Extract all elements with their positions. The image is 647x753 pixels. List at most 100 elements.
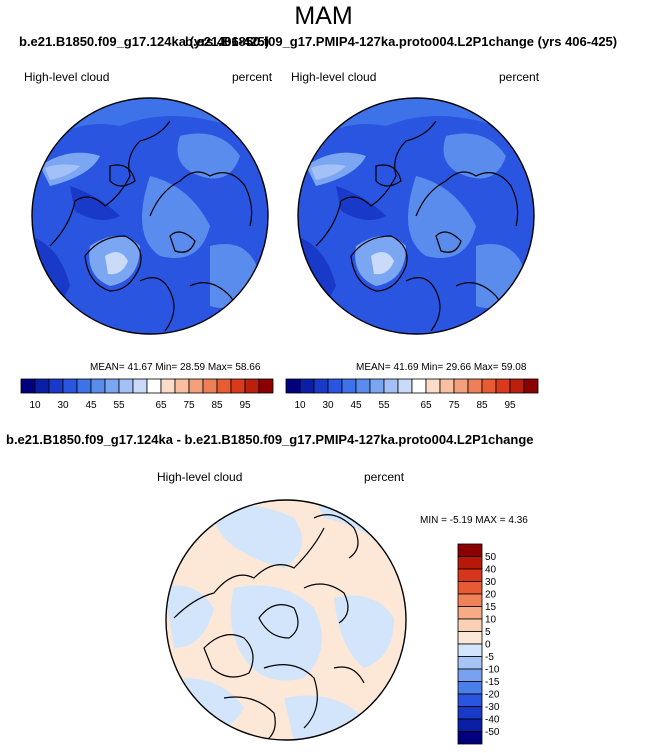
panel1-colorbar-swatch (34, 378, 50, 394)
panel1-colorbar-swatch (244, 378, 260, 394)
panel2-colorbar-swatch (397, 378, 413, 394)
panel2-colorbar-swatch (523, 378, 539, 394)
panel2-colorbar-swatch (285, 378, 301, 394)
panel3-colorbar-tick-label: -40 (485, 715, 500, 726)
panel1-variable-label: High-level cloud (24, 70, 110, 84)
panel3-colorbar-swatch (457, 556, 483, 570)
panel2-colorbar-swatch (383, 378, 399, 394)
panel2-colorbar-swatch (327, 378, 343, 394)
panel2-colorbar-tick-label: 55 (378, 400, 390, 411)
panel3-colorbar-tick-label: -5 (485, 652, 494, 663)
panel3-colorbar-tick-label: -50 (485, 727, 500, 738)
panel1-colorbar-tick-label: 10 (29, 400, 41, 411)
panel2-colorbar: 10 30 45 55 65 75 85 95 (285, 378, 539, 411)
panel2-colorbar-tick-label: 10 (294, 400, 306, 411)
panel1-colorbar-swatch (118, 378, 134, 394)
panel2-colorbar-swatch (439, 378, 455, 394)
panel1-colorbar-swatch (174, 378, 190, 394)
panel1-units-label: percent (232, 70, 273, 84)
panel3-colorbar-tick-label: 20 (485, 590, 497, 601)
panel1-colorbar-tick-label: 55 (113, 400, 125, 411)
panel1-colorbar-swatch (146, 378, 162, 394)
panel1-colorbar-swatch (90, 378, 106, 394)
panel1-colorbar-swatch (216, 378, 232, 394)
panel1-colorbar-swatch (160, 378, 176, 394)
panel1-colorbar-swatch (20, 378, 36, 394)
panel2-colorbar-swatch (425, 378, 441, 394)
panel3-colorbar-tick-label: -20 (485, 690, 500, 701)
panel3-colorbar-tick-label: 10 (485, 615, 497, 626)
panel2-polar-map (297, 97, 535, 335)
panel1-case-title: b.e21.B1850.f09_g17.124ka (yrs 406-425) (19, 34, 270, 49)
panel1-colorbar-swatch (132, 378, 148, 394)
panel1-colorbar-swatch (48, 378, 64, 394)
panel3-colorbar-tick-label: 0 (485, 640, 491, 651)
panel1-colorbar-swatch (258, 378, 274, 394)
panel1-colorbar-swatch (104, 378, 120, 394)
panel1-polar-map (31, 97, 269, 335)
panel3-colorbar-swatch (457, 593, 483, 607)
panel2-colorbar-swatch (411, 378, 427, 394)
panel2-colorbar-swatch (341, 378, 357, 394)
panel2-colorbar-swatch (495, 378, 511, 394)
panel2-colorbar-swatch (481, 378, 497, 394)
panel3-colorbar-swatch (457, 668, 483, 682)
panel3-polar-map (165, 499, 407, 741)
panel2-colorbar-tick-label: 45 (350, 400, 362, 411)
panel1-colorbar-tick-label: 45 (85, 400, 97, 411)
panel3-variable-label: High-level cloud (157, 470, 243, 484)
panel3-colorbar-swatch (457, 543, 483, 557)
panel2-colorbar-swatch (509, 378, 525, 394)
panel3-colorbar-tick-label: 5 (485, 627, 491, 638)
panel3-case-title: b.e21.B1850.f09_g17.124ka - b.e21.B1850.… (6, 432, 534, 447)
panel3-colorbar-swatch (457, 656, 483, 670)
panel3-colorbar-swatch (457, 681, 483, 695)
figure-title: MAM (294, 2, 353, 30)
panel3-colorbar-tick-label: -15 (485, 677, 500, 688)
panel1-colorbar-tick-label: 30 (57, 400, 69, 411)
panel3-colorbar-swatch (457, 706, 483, 720)
panel2-colorbar-tick-label: 85 (476, 400, 488, 411)
panel3-colorbar-tick-label: 40 (485, 565, 497, 576)
panel2-colorbar-tick-label: 65 (420, 400, 432, 411)
panel2-case-title: b.e21.B1850.f09_g17.PMIP4-127ka.proto004… (185, 34, 618, 49)
panel3-colorbar-swatch (457, 731, 483, 745)
panel1-colorbar-swatch (76, 378, 92, 394)
panel2-colorbar-tick-label: 95 (504, 400, 516, 411)
panel2-colorbar-swatch (299, 378, 315, 394)
panel1-colorbar-tick-label: 85 (211, 400, 223, 411)
panel3-colorbar-swatch (457, 618, 483, 632)
panel2-stats: MEAN= 41.69 Min= 29.66 Max= 59.08 (356, 362, 527, 373)
panel2-colorbar-swatch (453, 378, 469, 394)
panel3-colorbar-swatch (457, 606, 483, 620)
panel1-colorbar-tick-label: 75 (183, 400, 195, 411)
panel3-stats: MIN = -5.19 MAX = 4.36 (420, 515, 528, 526)
panel3-colorbar-tick-label: 50 (485, 552, 497, 563)
panel1-colorbar-swatch (202, 378, 218, 394)
panel2-colorbar-swatch (467, 378, 483, 394)
panel3-colorbar-swatch (457, 581, 483, 595)
panel1-colorbar-swatch (230, 378, 246, 394)
panel2-colorbar-tick-label: 30 (322, 400, 334, 411)
panel3-colorbar-tick-label: -10 (485, 665, 500, 676)
panel3-colorbar-swatch (457, 693, 483, 707)
panel2-units-label: percent (499, 70, 540, 84)
panel2-colorbar-tick-label: 75 (448, 400, 460, 411)
panel1-colorbar-tick-label: 65 (155, 400, 167, 411)
panel3-colorbar-swatch (457, 643, 483, 657)
panel1-colorbar-swatch (188, 378, 204, 394)
panel3-colorbar-tick-label: -30 (485, 702, 500, 713)
panel2-colorbar-swatch (369, 378, 385, 394)
panel1-colorbar-tick-label: 95 (239, 400, 251, 411)
panel1-colorbar-swatch (62, 378, 78, 394)
panel3-colorbar-tick-label: 15 (485, 602, 497, 613)
panel1-stats: MEAN= 41.67 Min= 28.59 Max= 58.66 (90, 362, 261, 373)
panel3-colorbar-swatch (457, 631, 483, 645)
panel2-colorbar-swatch (313, 378, 329, 394)
panel3-colorbar-swatch (457, 718, 483, 732)
panel2-colorbar-swatch (355, 378, 371, 394)
panel3-colorbar-tick-label: 30 (485, 577, 497, 588)
panel2-variable-label: High-level cloud (291, 70, 377, 84)
panel3-units-label: percent (364, 470, 405, 484)
